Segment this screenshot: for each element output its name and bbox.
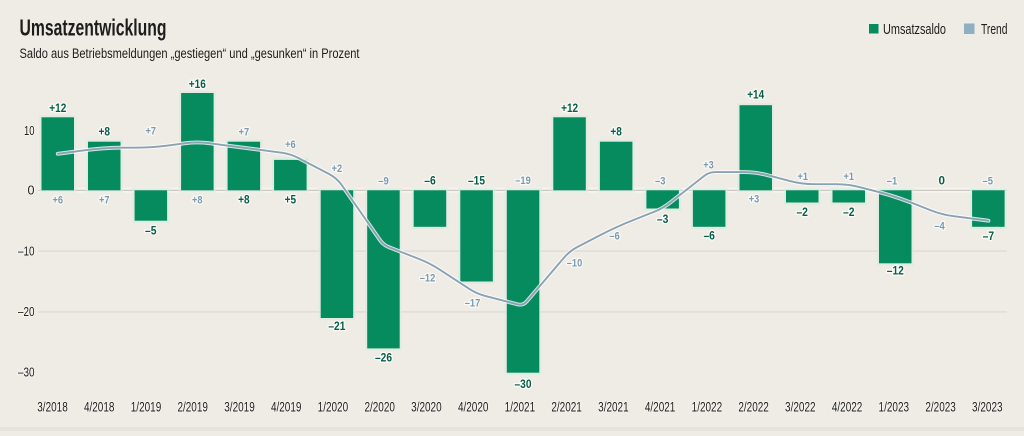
svg-text:0: 0 (939, 174, 946, 188)
svg-text:+1: +1 (844, 171, 855, 183)
svg-text:Saldo aus Betriebsmeldungen „g: Saldo aus Betriebsmeldungen „gestiegen“ … (20, 46, 360, 61)
svg-text:–10: –10 (18, 244, 35, 259)
svg-text:–17: –17 (465, 297, 481, 309)
svg-text:4/2018: 4/2018 (84, 400, 115, 415)
svg-text:–9: –9 (378, 175, 389, 187)
svg-text:–19: –19 (515, 175, 531, 187)
svg-text:–6: –6 (609, 230, 620, 242)
svg-text:–30: –30 (18, 365, 35, 380)
svg-text:–6: –6 (703, 229, 715, 243)
svg-text:–15: –15 (468, 174, 485, 188)
svg-text:2/2019: 2/2019 (177, 400, 208, 415)
svg-text:–1: –1 (887, 175, 898, 187)
svg-text:+8: +8 (192, 194, 203, 206)
svg-text:3/2019: 3/2019 (224, 400, 255, 415)
svg-text:–3: –3 (655, 175, 666, 187)
svg-text:–10: –10 (567, 257, 583, 269)
svg-text:+7: +7 (99, 194, 110, 206)
svg-text:+5: +5 (285, 193, 297, 207)
svg-text:+14: +14 (747, 88, 764, 102)
svg-text:–30: –30 (515, 377, 532, 391)
svg-text:–2: –2 (843, 205, 855, 219)
svg-text:–21: –21 (328, 319, 345, 333)
svg-text:4/2020: 4/2020 (458, 400, 489, 415)
svg-text:2/2023: 2/2023 (925, 400, 956, 415)
svg-text:2/2020: 2/2020 (364, 400, 395, 415)
svg-text:1/2023: 1/2023 (879, 400, 910, 415)
svg-text:+2: +2 (332, 163, 343, 175)
svg-text:1/2019: 1/2019 (131, 400, 162, 415)
svg-text:3/2023: 3/2023 (972, 400, 1003, 415)
svg-text:–5: –5 (145, 224, 157, 238)
svg-text:+8: +8 (238, 193, 250, 207)
svg-text:10: 10 (24, 123, 35, 138)
svg-text:3/2021: 3/2021 (598, 400, 629, 415)
svg-text:3/2020: 3/2020 (411, 400, 442, 415)
svg-text:3/2022: 3/2022 (785, 400, 816, 415)
svg-text:–2: –2 (796, 205, 808, 219)
svg-text:–5: –5 (983, 175, 994, 187)
svg-text:Umsatzsaldo: Umsatzsaldo (883, 21, 946, 38)
svg-text:–7: –7 (983, 229, 995, 243)
svg-text:+7: +7 (239, 126, 250, 138)
svg-text:2/2022: 2/2022 (738, 400, 769, 415)
svg-text:–12: –12 (420, 272, 436, 284)
svg-text:–12: –12 (887, 264, 904, 278)
svg-text:+3: +3 (703, 159, 714, 171)
svg-text:1/2021: 1/2021 (505, 400, 536, 415)
svg-text:–20: –20 (18, 304, 35, 319)
svg-text:+12: +12 (561, 101, 578, 115)
svg-text:+8: +8 (610, 125, 622, 139)
svg-text:0: 0 (28, 182, 35, 197)
svg-text:–3: –3 (657, 212, 669, 226)
svg-text:2/2021: 2/2021 (551, 400, 582, 415)
svg-text:+1: +1 (798, 171, 809, 183)
svg-text:–6: –6 (424, 174, 436, 188)
svg-text:+12: +12 (49, 101, 66, 115)
svg-text:+7: +7 (146, 125, 157, 137)
svg-text:+6: +6 (53, 194, 64, 206)
svg-text:–26: –26 (375, 351, 392, 365)
svg-text:Trend: Trend (981, 21, 1008, 38)
svg-text:1/2022: 1/2022 (692, 400, 723, 415)
svg-text:+16: +16 (189, 77, 206, 91)
svg-text:4/2022: 4/2022 (832, 400, 863, 415)
svg-text:–4: –4 (934, 220, 945, 232)
svg-text:+3: +3 (749, 193, 760, 205)
svg-text:1/2020: 1/2020 (318, 400, 349, 415)
svg-text:3/2018: 3/2018 (37, 400, 68, 415)
svg-text:Umsatzentwicklung: Umsatzentwicklung (20, 15, 167, 41)
svg-text:+8: +8 (99, 125, 111, 139)
svg-text:+6: +6 (285, 139, 296, 151)
svg-text:4/2021: 4/2021 (645, 400, 676, 415)
svg-text:4/2019: 4/2019 (271, 400, 302, 415)
